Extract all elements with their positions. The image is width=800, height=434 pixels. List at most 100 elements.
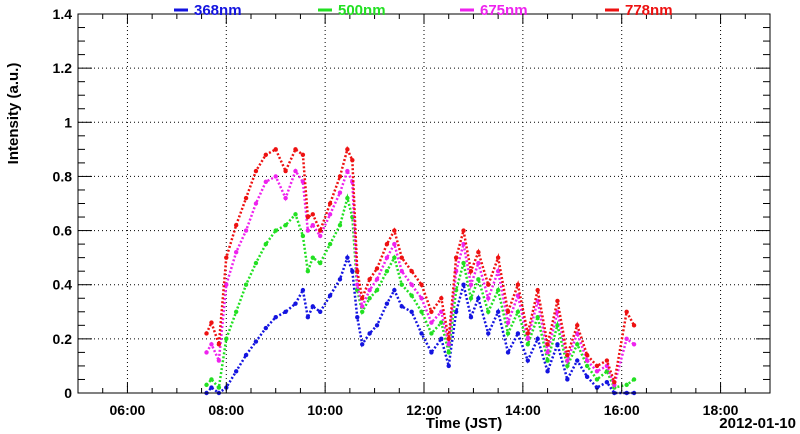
data-point [374, 287, 380, 293]
data-point [273, 315, 278, 320]
data-point [209, 342, 214, 347]
data-point [310, 222, 315, 228]
data-point [360, 304, 365, 309]
data-point [273, 174, 278, 179]
data-point [360, 296, 365, 301]
data-point [384, 241, 390, 247]
data-point [505, 320, 511, 325]
data-point [624, 382, 629, 388]
data-point [624, 309, 629, 314]
data-point [384, 268, 390, 274]
x-tick-label: 06:00 [110, 402, 146, 418]
data-point [419, 296, 424, 301]
data-point [505, 309, 511, 314]
data-point [515, 309, 521, 314]
data-point [461, 228, 466, 233]
series-368nm [204, 253, 637, 396]
data-point [565, 358, 570, 363]
data-point [495, 309, 501, 314]
y-tick-label: 1 [64, 114, 72, 130]
data-point [555, 298, 560, 304]
data-point [429, 320, 434, 325]
data-point [399, 268, 404, 274]
legend: 368nm 500nm 675nm 778nm [174, 2, 673, 19]
data-point [392, 287, 397, 293]
data-point [419, 282, 424, 287]
data-point [515, 331, 521, 336]
data-point [545, 350, 550, 355]
data-point [505, 331, 511, 336]
data-point [300, 287, 306, 293]
data-point [273, 228, 278, 233]
data-point [468, 315, 474, 320]
data-point [350, 268, 355, 274]
data-point [283, 309, 288, 314]
data-point [468, 268, 474, 274]
data-point [283, 195, 288, 201]
grid-lines [78, 14, 770, 393]
data-point [555, 323, 560, 328]
data-point [604, 379, 610, 385]
data-point [515, 282, 521, 287]
data-point [337, 190, 343, 195]
data-point [584, 363, 590, 369]
legend-label: 675nm [480, 2, 528, 19]
data-point [584, 358, 590, 363]
data-point [495, 287, 501, 293]
tick-labels: 06:00 08:00 10:00 12:00 14:00 16:00 18:00 0 0.2 0… [53, 6, 739, 418]
data-point [253, 168, 259, 174]
y-tick-label: 0.6 [53, 223, 73, 239]
data-point [233, 222, 239, 228]
data-point [555, 342, 560, 347]
data-point [345, 147, 350, 152]
data-point [350, 157, 355, 163]
x-tick-label: 12:00 [406, 402, 442, 418]
data-point [367, 287, 372, 293]
data-point [604, 358, 610, 363]
y-tick-label: 1.4 [53, 6, 73, 22]
legend-entry: 778nm [605, 2, 673, 19]
data-point [337, 174, 343, 179]
data-point [439, 320, 444, 325]
x-tick-label: 18:00 [703, 402, 739, 418]
data-point [224, 282, 229, 287]
series-trace [205, 167, 635, 389]
data-point [209, 320, 214, 325]
data-point [327, 241, 333, 247]
data-point [624, 336, 629, 342]
legend-label: 778nm [625, 2, 673, 19]
data-point [305, 228, 311, 233]
data-point [204, 382, 209, 388]
data-point [495, 255, 501, 260]
data-point [233, 250, 239, 255]
legend-entry: 368nm [174, 2, 242, 19]
data-point [525, 331, 530, 336]
data-point [525, 336, 530, 342]
y-tick-label: 0 [64, 385, 72, 401]
data-point [594, 369, 600, 374]
data-point [243, 228, 249, 233]
data-point [468, 282, 474, 287]
data-point [293, 168, 298, 174]
data-point [318, 309, 323, 314]
y-tick-label: 0.2 [53, 331, 73, 347]
data-point [594, 363, 600, 369]
data-point [446, 350, 451, 355]
data-point [565, 363, 570, 369]
data-point [355, 315, 360, 320]
data-point [575, 323, 580, 328]
data-point [535, 315, 540, 320]
data-point [293, 301, 298, 306]
y-tick-label: 1.2 [53, 60, 73, 76]
data-point [575, 358, 580, 363]
data-point [360, 309, 365, 314]
data-point [476, 296, 481, 301]
legend-label: 500nm [338, 2, 386, 19]
data-point [243, 282, 249, 287]
data-point [384, 255, 390, 260]
date-label: 2012-01-10 [719, 415, 796, 432]
data-point [399, 255, 404, 260]
data-point [429, 309, 434, 314]
data-point [399, 304, 404, 309]
